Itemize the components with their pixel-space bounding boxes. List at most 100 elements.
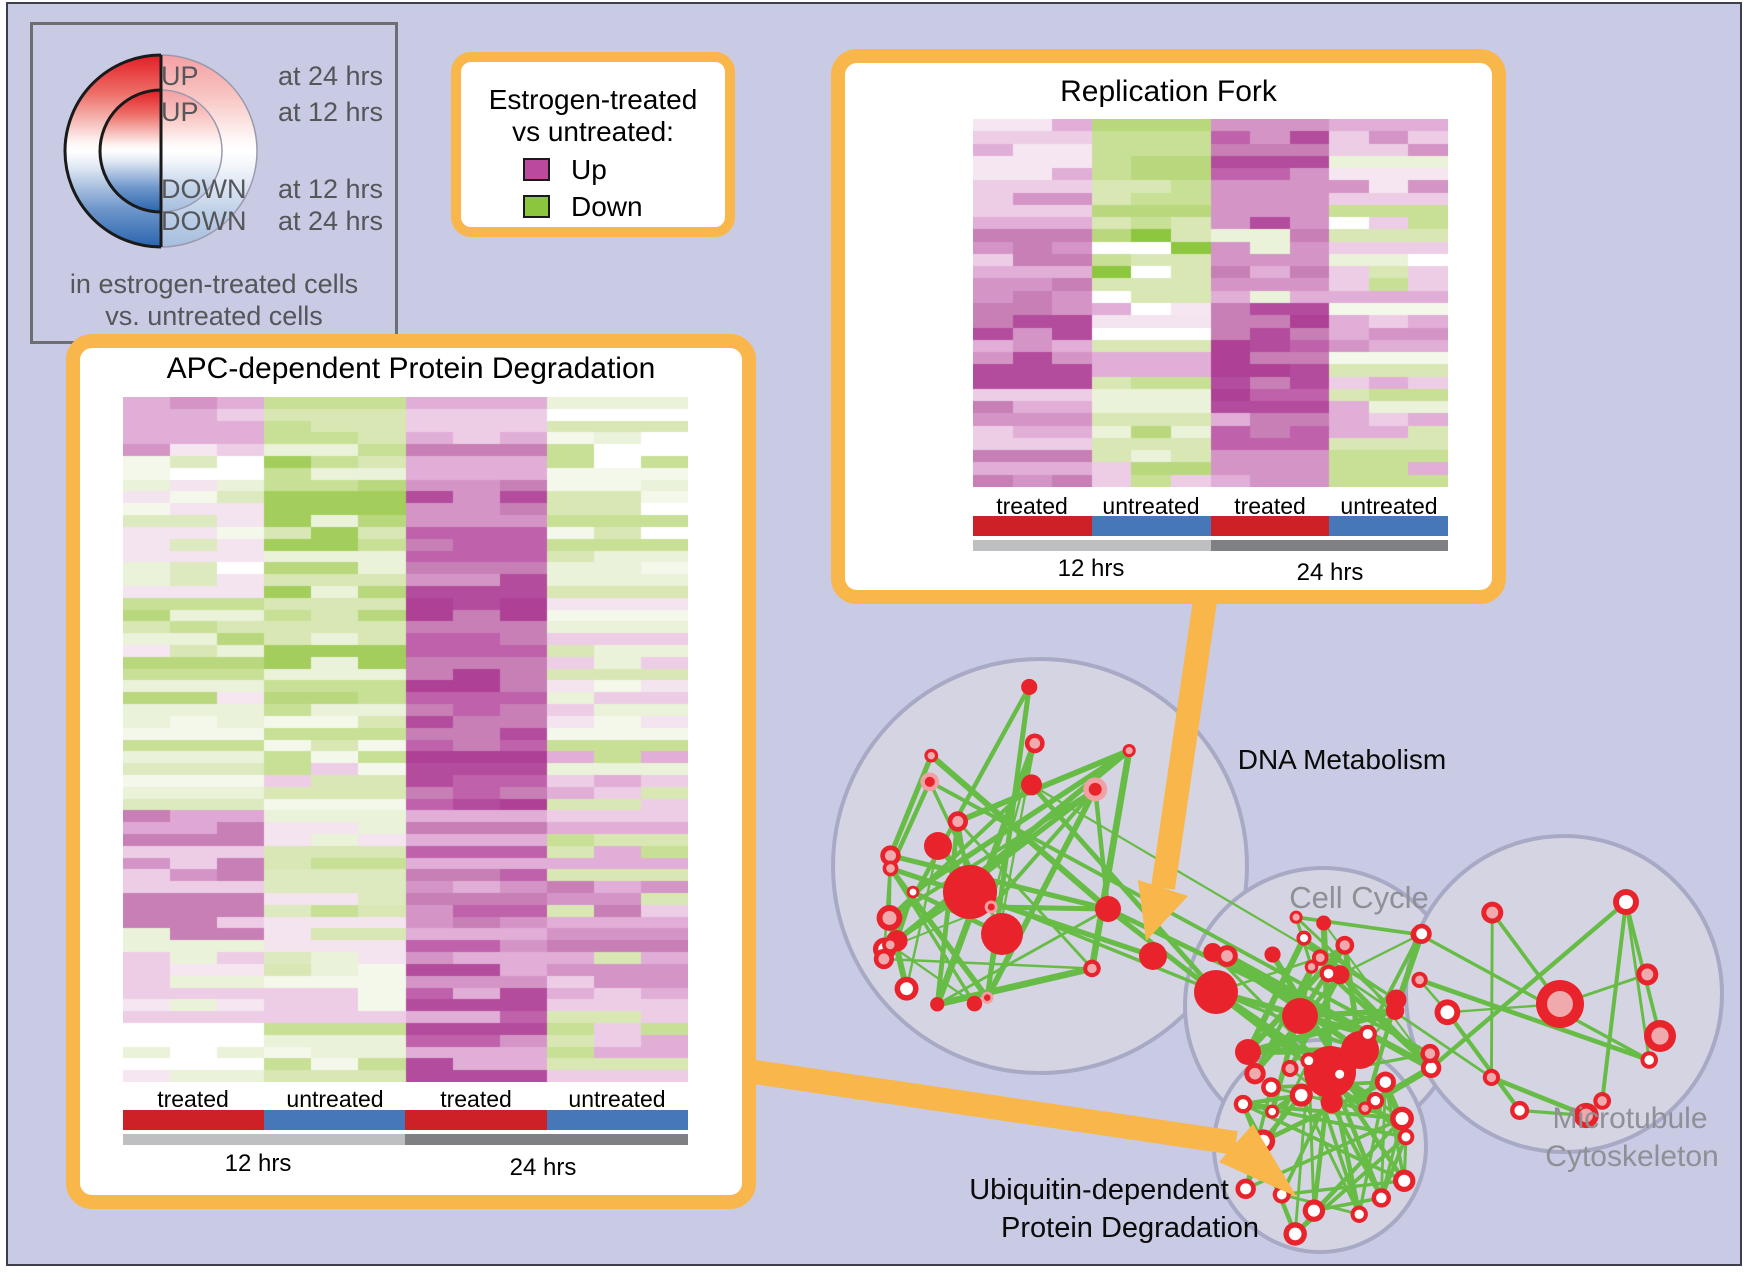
gene-node-center	[878, 953, 890, 965]
cluster-label-dna-metabolism: DNA Metabolism	[1237, 744, 1447, 775]
untreated-bar	[1092, 516, 1211, 536]
gene-node-center	[1618, 894, 1634, 910]
network-edge	[905, 845, 940, 989]
gene-node-center	[1398, 1174, 1411, 1187]
replication-fork-heatmap	[973, 119, 1448, 487]
rf-panel-title: Replication Fork	[1060, 75, 1277, 108]
network-edge	[889, 943, 976, 1005]
legend-time: at 24 hrs	[277, 61, 383, 91]
hour-label-24: 24 hrs	[509, 1154, 577, 1181]
gene-node-center	[1641, 968, 1654, 981]
gene-node-center	[987, 903, 995, 911]
untreated-bar	[264, 1110, 405, 1130]
gene-node	[924, 832, 952, 860]
estrogen-legend-title-line1: Estrogen-treated	[488, 84, 698, 115]
network-edge	[934, 821, 961, 1005]
gene-node-center	[1276, 1189, 1287, 1200]
legend-time: at 24 hrs	[277, 206, 383, 236]
12hr-bar	[973, 540, 1211, 551]
legend-caption-line2: vs. untreated cells	[105, 301, 323, 331]
network-edge	[1445, 1011, 1522, 1112]
network-nodes	[872, 678, 1676, 1246]
gene-node-center	[1651, 1027, 1669, 1045]
gene-node	[1385, 1001, 1405, 1020]
12hr-bar	[123, 1134, 405, 1145]
network-edge	[911, 748, 1131, 895]
gene-node-center	[1486, 906, 1499, 919]
gene-node-center	[1354, 1209, 1364, 1219]
gene-node-center	[1315, 953, 1325, 963]
24hr-bar	[1211, 540, 1448, 551]
legend-caption-line1: in estrogen-treated cells	[69, 269, 359, 299]
gene-node-center	[1285, 1063, 1295, 1074]
network-edge	[1379, 1082, 1387, 1198]
network-bridge-edge	[1429, 900, 1628, 1070]
arrow-apc-to-ubiquitin	[746, 1059, 1238, 1155]
network-edge	[1225, 953, 1433, 1071]
network-edge	[1295, 916, 1397, 1012]
treated-bar	[405, 1110, 547, 1130]
network-edge	[989, 788, 1097, 909]
gene-node-center	[1323, 968, 1334, 979]
network-edge	[1312, 1117, 1403, 1212]
network-bridge-edge	[1339, 973, 1493, 1079]
gene-node-center	[1425, 1062, 1437, 1074]
gene-node-center	[1415, 975, 1424, 985]
estrogen-legend-title-line2: vs untreated:	[512, 116, 674, 147]
hour-label-12: 12 hrs	[1057, 555, 1125, 582]
arrowhead-dna	[1138, 880, 1188, 941]
gene-node-center	[1029, 738, 1041, 749]
gene-node-center	[1547, 991, 1573, 1017]
network-bridge-edge	[1029, 783, 1218, 994]
untreated-bar	[547, 1110, 688, 1130]
group-label: treated	[440, 1086, 512, 1112]
gene-node-center	[1376, 1192, 1387, 1204]
gene-node	[1095, 896, 1121, 922]
cluster-label-microtubule-line2: Cytoskeleton	[1545, 1140, 1719, 1173]
arrow-replication-fork-to-dna	[1151, 592, 1218, 890]
network-edge	[1088, 750, 1133, 970]
gene-node	[1194, 970, 1238, 1014]
group-label: treated	[157, 1086, 229, 1112]
network-edge	[1281, 1179, 1405, 1197]
network-edge	[889, 853, 1109, 912]
group-label: untreated	[568, 1086, 666, 1112]
legend-direction: UP	[161, 61, 199, 91]
group-label: untreated	[1102, 493, 1200, 519]
gene-node	[1320, 1091, 1343, 1114]
gene-node-center	[1514, 1105, 1525, 1116]
gene-node-center	[1240, 1183, 1252, 1195]
gene-node-center	[1268, 1107, 1276, 1116]
gene-node-center	[885, 940, 895, 950]
gene-node-center	[1125, 747, 1133, 755]
treated-bar	[123, 1110, 264, 1130]
network-edge	[936, 907, 1109, 1006]
gene-node	[1282, 998, 1318, 1034]
legend-time: at 12 hrs	[277, 97, 383, 127]
gene-node-center	[882, 910, 897, 925]
gene-node-center	[1265, 1081, 1277, 1093]
up-color-label: Up	[571, 154, 607, 185]
gene-node-center	[1416, 928, 1428, 940]
network-edge	[888, 787, 1097, 920]
gene-node-center	[900, 982, 914, 996]
gene-node-center	[1221, 950, 1233, 962]
gene-node	[943, 865, 997, 919]
network-edge	[1489, 912, 1494, 1078]
gene-node	[1264, 946, 1281, 963]
network-edge	[1295, 915, 1421, 937]
gene-node-center	[952, 815, 964, 827]
updown-ring-legend: UP at 24 hrs UP at 12 hrs DOWN at 12 hrs…	[30, 22, 398, 344]
network-edge	[1383, 1081, 1406, 1182]
gene-node-center	[1486, 1072, 1497, 1083]
network-bridge-edge	[1030, 783, 1397, 1001]
gene-node-center	[1424, 1048, 1436, 1059]
gene-node	[930, 997, 945, 1012]
gene-node-center	[1307, 1204, 1320, 1217]
apc-panel-title: APC-dependent Protein Degradation	[166, 352, 656, 385]
gene-node-center	[1370, 1095, 1381, 1106]
gene-node	[1021, 678, 1038, 696]
cluster-label-ubiquitin-line2: Protein Degradation	[1001, 1212, 1259, 1244]
gene-node	[981, 913, 1023, 955]
network-edge	[888, 754, 934, 857]
